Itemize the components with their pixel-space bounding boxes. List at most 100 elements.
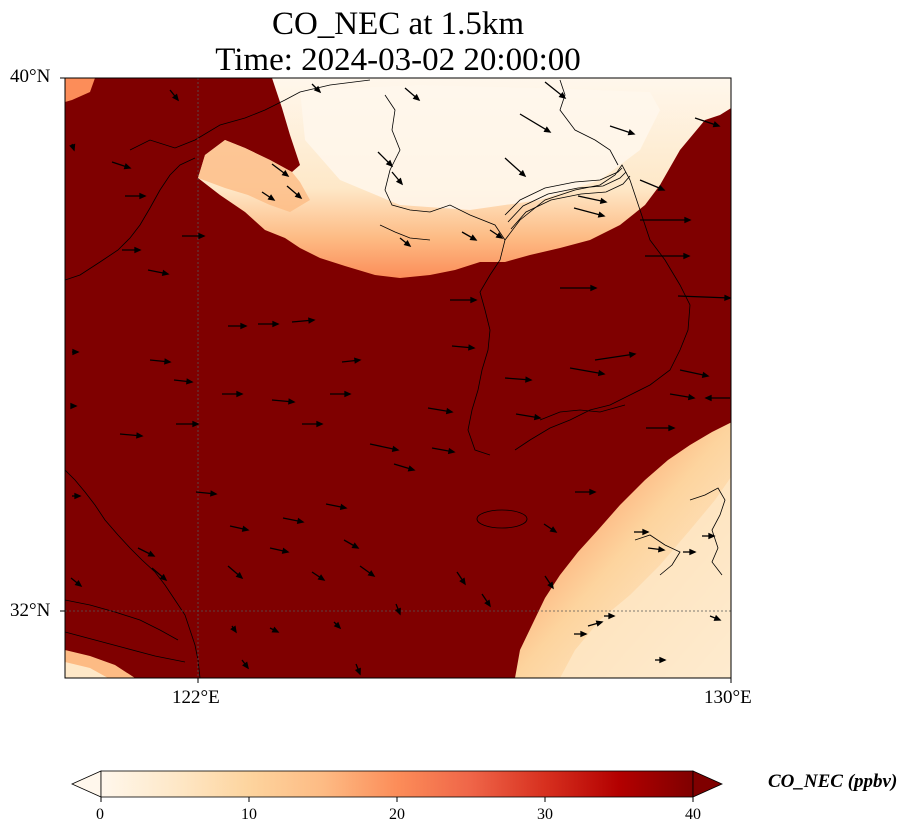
axis-ticks	[60, 77, 732, 683]
wind-arrow	[569, 367, 605, 375]
wind-arrow-head	[580, 630, 588, 638]
border-lines	[504, 167, 631, 230]
wind-arrow-head	[657, 546, 666, 553]
wind-arrow-head	[668, 424, 676, 432]
wind-arrow-head	[533, 413, 542, 421]
wind-arrow-head	[704, 394, 712, 402]
wind-arrow-head	[161, 269, 170, 277]
wind-arrow-head	[344, 390, 352, 398]
colorbar-min-extend	[71, 770, 102, 798]
wind-arrow-head	[313, 85, 322, 94]
wind-arrow-head	[445, 407, 454, 415]
wind-arrow-head	[69, 143, 76, 152]
wind-arrow-head	[242, 661, 249, 670]
wind-arrow-head	[597, 211, 606, 218]
colorbar-max-extend	[692, 770, 723, 798]
wind-arrow-head	[712, 121, 721, 128]
lat-label-32n: 32°N	[10, 600, 51, 621]
wind-arrow	[519, 113, 551, 133]
colorbar-ticks	[100, 797, 694, 802]
wind-arrow-head	[628, 351, 637, 358]
wind-arrow-head	[395, 177, 404, 186]
wind-arrow-head	[657, 184, 666, 191]
wind-arrow-head	[164, 358, 172, 365]
wind-arrow-head	[525, 376, 533, 383]
wind-arrow-head	[391, 445, 400, 452]
wind-arrow-head	[139, 192, 147, 200]
wind-arrow-head	[339, 503, 348, 511]
wind-arrow-head	[589, 488, 597, 496]
north-plume	[198, 78, 731, 278]
wind-arrow-head	[235, 571, 244, 580]
wind-arrow-head	[267, 194, 276, 201]
wind-arrow-head	[74, 492, 82, 500]
wind-arrow-head	[271, 626, 280, 633]
wind-arrow-head	[70, 402, 78, 410]
wind-arrow-head	[518, 169, 527, 178]
wind-arrow-head	[495, 232, 504, 239]
colorbar-tick-0: 0	[96, 806, 104, 823]
wind-arrow-head	[159, 573, 168, 582]
wind-arrow	[594, 353, 636, 361]
wind-arrow	[677, 295, 731, 299]
wind-arrow-head	[412, 93, 421, 102]
wind-arrow-head	[459, 577, 466, 586]
northwest-plume	[65, 78, 95, 102]
wind-arrow-head	[354, 357, 362, 364]
lat-label-40n: 40°N	[10, 66, 51, 87]
wind-arrow-head	[470, 296, 478, 304]
wind-arrow-head	[192, 420, 200, 428]
wind-arrow-head	[317, 574, 326, 581]
wind-vectors	[69, 81, 731, 676]
lon-label-130e: 130°E	[704, 687, 752, 708]
wind-arrow-head	[296, 517, 305, 525]
wind-arrow-head	[136, 432, 144, 439]
wind-arrow-head	[171, 93, 180, 102]
wind-arrow-head	[549, 526, 558, 533]
wind-arrow-head	[597, 369, 606, 377]
wind-arrow-head	[230, 625, 237, 634]
wind-arrow-head	[367, 570, 376, 577]
wind-arrow-head	[484, 599, 491, 608]
wind-arrow-head	[407, 465, 416, 472]
colorbar-tick-40: 40	[685, 806, 701, 823]
wind-arrow-head	[558, 91, 567, 100]
wind-arrow-head	[724, 294, 731, 301]
southeast-plume	[515, 422, 731, 678]
colorbar-tick-10: 10	[241, 806, 257, 823]
wind-arrow-head	[659, 656, 667, 664]
coastlines	[65, 79, 726, 678]
wind-arrow-head	[74, 579, 83, 588]
wind-arrow-head	[394, 607, 401, 616]
wind-arrow-head	[351, 542, 360, 549]
wind-arrow-head	[447, 447, 456, 455]
wind-arrow-head	[281, 170, 290, 177]
wind-arrow-head	[123, 163, 132, 170]
wind-arrow-head	[72, 348, 80, 356]
colorbar-tick-20: 20	[389, 806, 405, 823]
wind-arrow-head	[469, 234, 478, 241]
wind-arrow-head	[689, 548, 697, 556]
lon-label-122e: 122°E	[172, 687, 220, 708]
colorbar-label: CO_NEC (ppbv)	[768, 771, 898, 792]
wind-arrow-head	[599, 197, 608, 204]
wind-arrow-head	[198, 232, 206, 240]
wind-arrow-head	[701, 371, 710, 378]
wind-arrow-head	[210, 490, 218, 497]
colorbar-tick-30: 30	[537, 806, 553, 823]
wind-arrow-head	[308, 317, 316, 324]
wind-arrow-head	[294, 191, 303, 200]
wind-arrow-head	[627, 129, 636, 136]
wind-arrow-head	[708, 532, 716, 540]
wind-arrow-head	[403, 239, 412, 248]
wind-arrow-head	[316, 420, 324, 428]
wind-arrow-head	[642, 528, 650, 536]
wind-arrow-head	[547, 581, 554, 590]
wind-arrow-head	[147, 550, 156, 557]
wind-arrow-head	[134, 246, 142, 254]
wind-arrow-head	[333, 621, 342, 630]
wind-arrow-head	[608, 612, 616, 620]
wind-arrow-head	[385, 159, 394, 168]
wind-arrow-head	[288, 398, 296, 405]
